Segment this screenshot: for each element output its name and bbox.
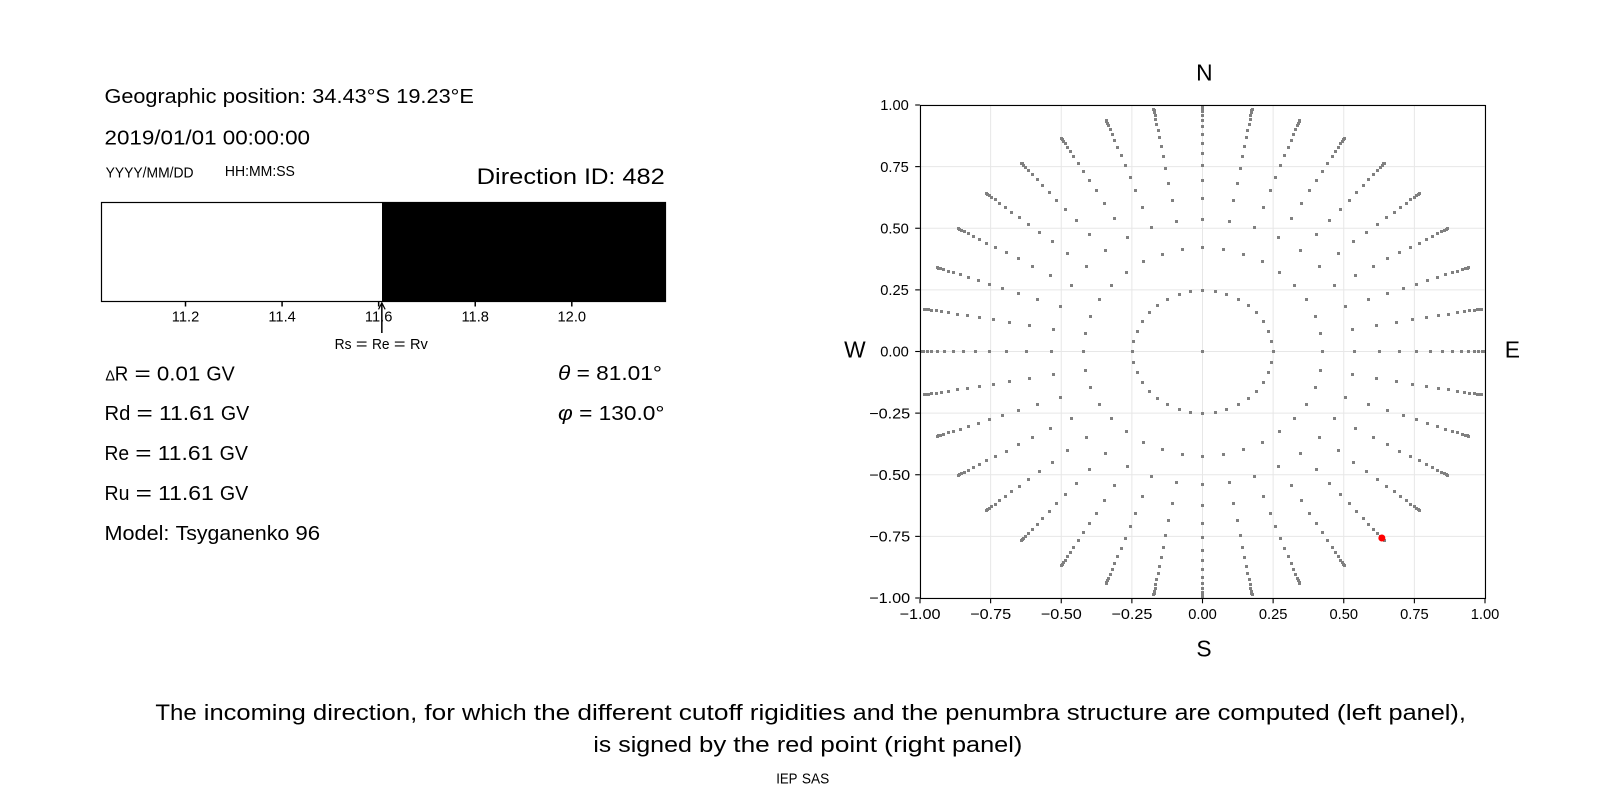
svg-text:1.00: 1.00	[1471, 607, 1500, 623]
svg-text:96: 96	[295, 522, 320, 545]
svg-text:E: E	[1505, 336, 1520, 362]
svg-text:−0.75: −0.75	[970, 607, 1011, 623]
svg-text:Rs: Rs	[335, 337, 352, 353]
svg-text:11.61: 11.61	[159, 402, 215, 425]
svg-text:IEP: IEP	[776, 772, 797, 788]
svg-text:position:: position:	[223, 85, 307, 108]
svg-text:0.25: 0.25	[880, 283, 909, 299]
svg-text:11.61: 11.61	[158, 482, 214, 505]
svg-text:−1.00: −1.00	[900, 607, 941, 623]
svg-text:is: is	[593, 732, 611, 757]
svg-text:φ = 130.0°: φ = 130.0°	[558, 402, 665, 425]
svg-text:−0.75: −0.75	[869, 530, 910, 546]
svg-text:for: for	[424, 700, 455, 725]
svg-text:0.25: 0.25	[1259, 607, 1288, 623]
svg-text:the: the	[733, 732, 769, 757]
svg-text:−0.25: −0.25	[1111, 607, 1152, 623]
svg-text:Direction: Direction	[477, 164, 577, 189]
svg-text:GV: GV	[220, 442, 249, 465]
svg-text:11.2: 11.2	[172, 309, 199, 325]
svg-text:which: which	[461, 700, 527, 725]
svg-text:GV: GV	[221, 402, 250, 425]
svg-text:00:00:00: 00:00:00	[223, 126, 310, 149]
svg-text:Rv: Rv	[410, 337, 429, 353]
svg-text:by: by	[699, 732, 727, 757]
svg-text:=: =	[134, 362, 150, 385]
svg-text:Geographic: Geographic	[105, 85, 217, 108]
svg-text:The: The	[155, 700, 196, 725]
svg-text:0.75: 0.75	[880, 160, 909, 176]
svg-text:direction,: direction,	[313, 700, 417, 725]
svg-text:=: =	[135, 442, 151, 465]
svg-text:Re: Re	[372, 337, 390, 353]
svg-text:−0.50: −0.50	[1041, 607, 1082, 623]
svg-text:HH:MM:SS: HH:MM:SS	[225, 164, 295, 180]
svg-text:Rd: Rd	[105, 402, 131, 425]
svg-text:penumbra: penumbra	[945, 700, 1060, 725]
svg-text:rigidities: rigidities	[750, 700, 846, 725]
svg-text:Tsyganenko: Tsyganenko	[176, 522, 290, 545]
svg-text:the: the	[534, 700, 570, 725]
svg-text:N: N	[1196, 59, 1212, 85]
svg-text:19.23°E: 19.23°E	[396, 85, 474, 108]
svg-text:incoming: incoming	[204, 700, 306, 725]
svg-text:R: R	[115, 362, 129, 385]
svg-text:computed: computed	[1218, 700, 1330, 725]
svg-text:=: =	[137, 402, 153, 425]
svg-text:panel): panel)	[952, 732, 1022, 757]
svg-text:−1.00: −1.00	[869, 591, 910, 607]
svg-text:=: =	[394, 337, 406, 353]
svg-text:panel),: panel),	[1389, 700, 1466, 725]
svg-text:=: =	[356, 337, 368, 353]
svg-text:34.43°S: 34.43°S	[312, 85, 390, 108]
svg-text:Model:: Model:	[105, 522, 170, 545]
svg-text:S: S	[1196, 635, 1211, 661]
svg-text:11.8: 11.8	[462, 309, 489, 325]
svg-text:Re: Re	[105, 442, 130, 465]
svg-text:W: W	[844, 336, 866, 362]
svg-text:signed: signed	[618, 732, 692, 757]
svg-text:cutoff: cutoff	[679, 700, 744, 725]
svg-text:=: =	[136, 482, 152, 505]
svg-text:(right: (right	[884, 732, 946, 757]
svg-text:GV: GV	[220, 482, 249, 505]
svg-text:Ru: Ru	[105, 482, 130, 505]
svg-text:GV: GV	[206, 362, 235, 385]
svg-text:0.00: 0.00	[880, 345, 909, 361]
svg-text:2019/01/01: 2019/01/01	[105, 126, 217, 149]
svg-text:different: different	[577, 700, 672, 725]
svg-text:1.00: 1.00	[880, 98, 909, 114]
svg-text:are: are	[1175, 700, 1211, 725]
svg-text:11.4: 11.4	[268, 309, 295, 325]
svg-text:−0.25: −0.25	[869, 406, 910, 422]
svg-text:and: and	[853, 700, 895, 725]
svg-text:0.50: 0.50	[880, 221, 909, 237]
svg-text:point: point	[820, 732, 877, 757]
svg-text:θ = 81.01°: θ = 81.01°	[558, 362, 662, 385]
svg-text:482: 482	[622, 164, 664, 189]
svg-text:(left: (left	[1337, 700, 1383, 725]
svg-text:ID:: ID:	[584, 164, 615, 189]
svg-text:0.00: 0.00	[1188, 607, 1217, 623]
svg-text:−0.50: −0.50	[869, 468, 910, 484]
svg-text:SAS: SAS	[802, 772, 829, 788]
svg-text:12.0: 12.0	[558, 309, 587, 325]
svg-text:0.01: 0.01	[157, 362, 200, 385]
svg-text:0.75: 0.75	[1400, 607, 1429, 623]
svg-text:the: the	[902, 700, 938, 725]
svg-text:11.6: 11.6	[365, 309, 392, 325]
svg-text:0.50: 0.50	[1329, 607, 1358, 623]
svg-text:11.61: 11.61	[158, 442, 214, 465]
svg-text:YYYY/MM/DD: YYYY/MM/DD	[106, 165, 194, 181]
svg-text:red: red	[777, 732, 813, 757]
svg-text:Δ: Δ	[105, 369, 115, 385]
svg-text:structure: structure	[1067, 700, 1168, 725]
